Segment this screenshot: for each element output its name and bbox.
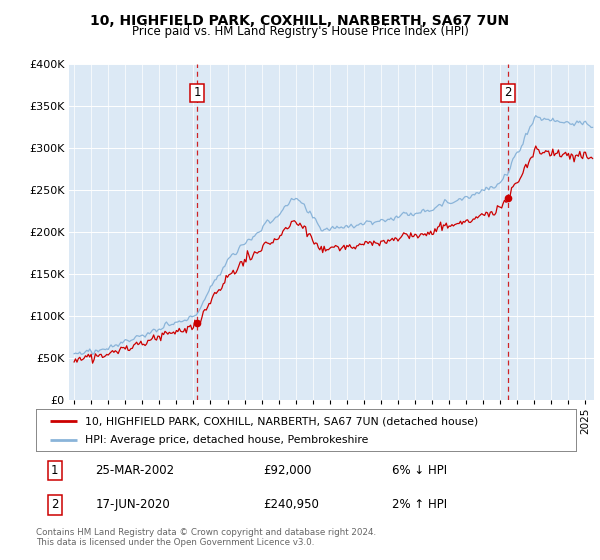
- Text: 2% ↑ HPI: 2% ↑ HPI: [392, 498, 448, 511]
- Text: 10, HIGHFIELD PARK, COXHILL, NARBERTH, SA67 7UN: 10, HIGHFIELD PARK, COXHILL, NARBERTH, S…: [91, 14, 509, 28]
- Text: 25-MAR-2002: 25-MAR-2002: [95, 464, 175, 477]
- Text: 2: 2: [51, 498, 59, 511]
- Text: £240,950: £240,950: [263, 498, 319, 511]
- Text: 17-JUN-2020: 17-JUN-2020: [95, 498, 170, 511]
- Text: HPI: Average price, detached house, Pembrokeshire: HPI: Average price, detached house, Pemb…: [85, 435, 368, 445]
- Text: 1: 1: [51, 464, 59, 477]
- Text: 6% ↓ HPI: 6% ↓ HPI: [392, 464, 448, 477]
- Text: £92,000: £92,000: [263, 464, 311, 477]
- Text: 2: 2: [505, 86, 512, 100]
- Text: 10, HIGHFIELD PARK, COXHILL, NARBERTH, SA67 7UN (detached house): 10, HIGHFIELD PARK, COXHILL, NARBERTH, S…: [85, 417, 478, 426]
- Text: 1: 1: [193, 86, 201, 100]
- Text: Price paid vs. HM Land Registry's House Price Index (HPI): Price paid vs. HM Land Registry's House …: [131, 25, 469, 38]
- Text: Contains HM Land Registry data © Crown copyright and database right 2024.
This d: Contains HM Land Registry data © Crown c…: [36, 528, 376, 548]
